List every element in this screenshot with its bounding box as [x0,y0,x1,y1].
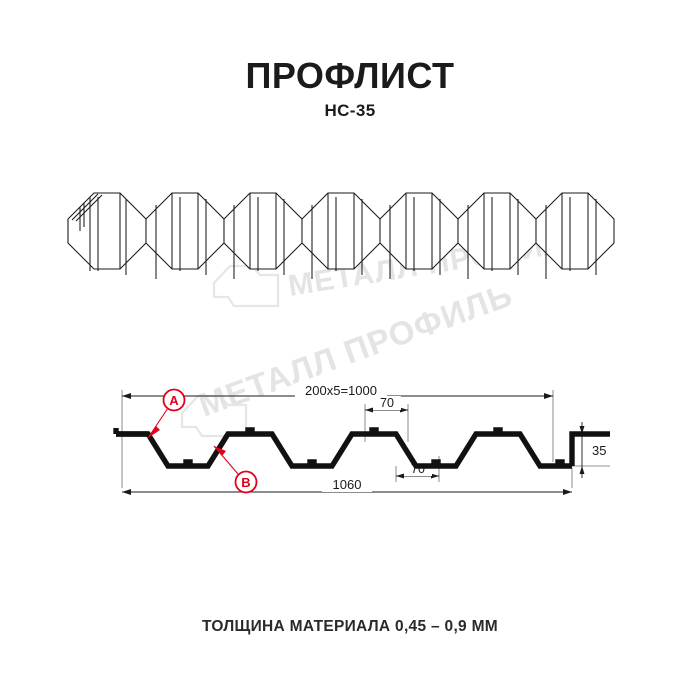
page-subtitle: НС-35 [324,101,376,120]
page-title: ПРОФЛИСТ [245,55,455,96]
balloon-a: A [147,388,186,439]
balloon-a-label: A [169,393,179,408]
extension-lines [121,390,610,488]
dimension-crest-width: 70 [365,396,408,413]
dimension-height-label: 35 [592,443,606,458]
cross-section-drawing: 200x5=1000 70 70 [90,370,630,515]
dimension-overall-width-label: 1060 [333,477,362,492]
dimension-crest-width-label: 70 [380,396,394,410]
material-thickness-note: ТОЛЩИНА МАТЕРИАЛА 0,45 – 0,9 ММ [201,618,498,635]
dimension-pitch-total-label: 200x5=1000 [305,383,377,398]
dimension-overall-width: 1060 [122,476,572,495]
isometric-sheet-view [60,175,640,315]
dimension-pitch-total: 200x5=1000 [122,383,553,399]
balloon-b: B [213,445,258,494]
balloon-b-label: B [241,475,250,490]
profile-outline [113,427,610,469]
dimension-height: 35 [579,422,618,478]
